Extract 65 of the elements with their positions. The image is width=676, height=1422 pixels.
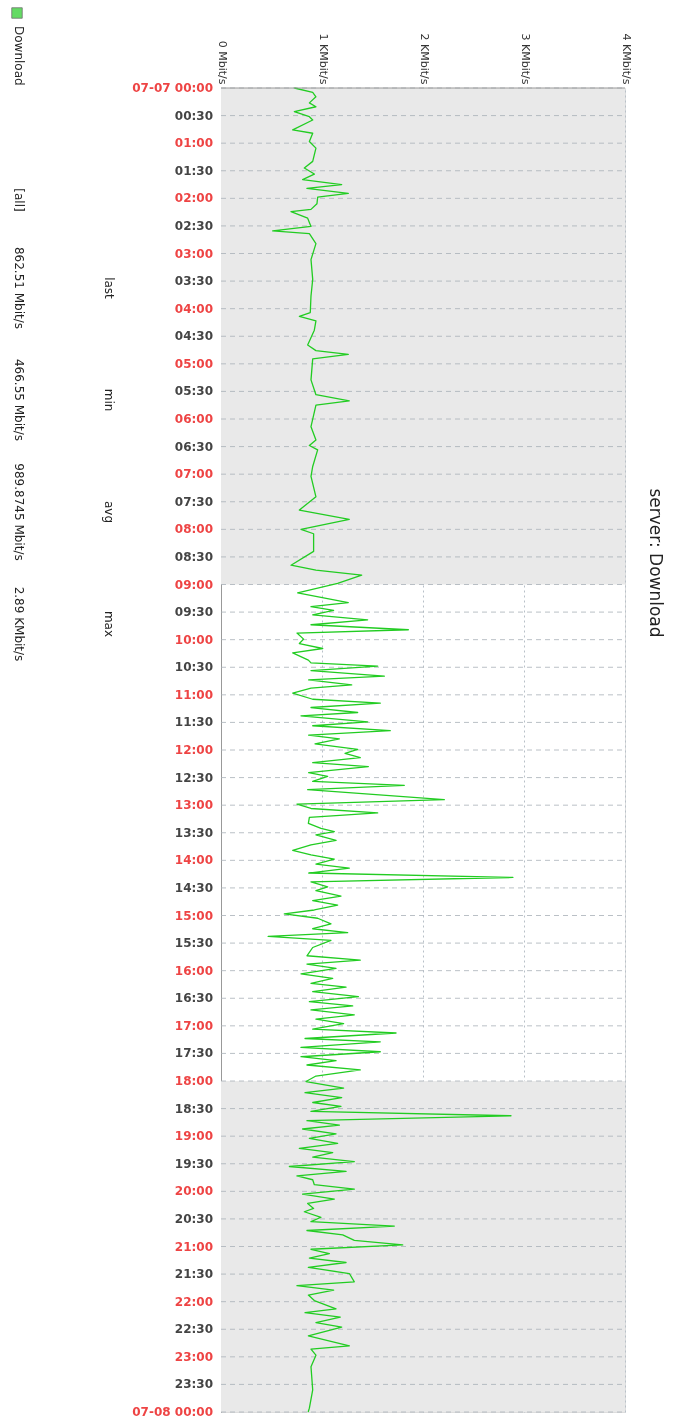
y-tick-label: 02:30 [174, 218, 213, 233]
y-tick-label: 09:00 [174, 577, 213, 592]
y-tick-label: 12:00 [174, 743, 213, 757]
text: min [102, 388, 116, 412]
y-tick-label: 12:30 [174, 770, 213, 785]
y-tick-label: 01:30 [174, 163, 213, 178]
text: server: Download [646, 488, 666, 638]
y-tick-label: 11:00 [174, 687, 213, 702]
text: 989.8745 Mbit/s [12, 463, 26, 561]
y-tick-label: 20:30 [174, 1211, 213, 1226]
y-tick-label: 21:00 [174, 1239, 213, 1254]
y-tick-label: 14:30 [174, 880, 213, 895]
y-tick-label: 07-07 00:00 [132, 81, 213, 95]
x-tick-label: 3 KMbit/s [518, 33, 532, 85]
text: avg [102, 500, 116, 524]
text: max [102, 610, 116, 638]
y-tick-label: 04:30 [174, 329, 213, 344]
y-tick-label: 18:30 [174, 1101, 213, 1116]
y-tick-label: 19:00 [174, 1129, 213, 1144]
y-tick-label: 13:30 [174, 825, 213, 840]
y-tick-label: 15:30 [174, 936, 213, 951]
y-tick-label: 06:30 [174, 439, 213, 454]
y-tick-label: 08:00 [174, 522, 213, 537]
y-tick-label: 09:30 [174, 605, 213, 620]
y-tick-label: 11:30 [174, 715, 213, 730]
y-tick-label: 02:00 [174, 191, 213, 206]
y-tick-label: 20:00 [174, 1184, 213, 1199]
y-tick-label: 22:30 [174, 1322, 213, 1337]
y-tick-label: 10:30 [174, 660, 213, 675]
y-tick-label: 23:30 [174, 1377, 213, 1392]
text: 2.89 KMbit/s [12, 586, 26, 662]
y-tick-label: 05:30 [174, 384, 213, 399]
y-tick-label: 04:00 [174, 301, 213, 316]
y-tick-label: 17:00 [174, 1018, 213, 1033]
y-tick-label: 21:30 [174, 1267, 213, 1282]
y-tick-label: 01:00 [174, 136, 213, 151]
x-tick-label: 2 KMbit/s [417, 33, 431, 85]
y-tick-label: 14:00 [174, 853, 213, 868]
y-tick-label: 05:00 [174, 356, 213, 371]
y-tick-label: 16:00 [174, 963, 213, 978]
y-tick-label: 19:30 [174, 1156, 213, 1171]
text: [all] [12, 188, 26, 212]
y-tick-label: 22:00 [174, 1294, 213, 1309]
y-tick-label: 10:00 [174, 632, 213, 647]
y-tick-label: 07:30 [174, 494, 213, 509]
y-tick-label: 00:30 [174, 108, 213, 123]
legend-label: Download [12, 26, 26, 86]
y-tick-label: 15:00 [174, 908, 213, 923]
text: last [102, 277, 116, 300]
y-tick-label: 16:30 [174, 991, 213, 1006]
text: 466.55 Mbit/s [12, 358, 26, 442]
y-tick-label: 23:00 [174, 1349, 213, 1364]
y-tick-label: 07:00 [174, 467, 213, 482]
y-tick-label: 08:30 [174, 549, 213, 564]
y-tick-label: 06:00 [174, 412, 213, 426]
y-tick-label: 03:00 [174, 246, 213, 261]
y-tick-label: 17:30 [174, 1046, 213, 1061]
y-tick-label: 18:00 [174, 1074, 213, 1088]
y-tick-label: 07-08 00:00 [132, 1405, 213, 1419]
x-tick-label: 1 KMbit/s [316, 33, 330, 85]
x-tick-label: 4 KMbit/s [619, 33, 633, 85]
y-tick-label: 13:00 [174, 798, 213, 813]
x-tick-label: 0 Mbit/s [215, 40, 229, 85]
y-tick-label: 03:30 [174, 274, 213, 289]
text: 862.51 Mbit/s [12, 246, 26, 330]
